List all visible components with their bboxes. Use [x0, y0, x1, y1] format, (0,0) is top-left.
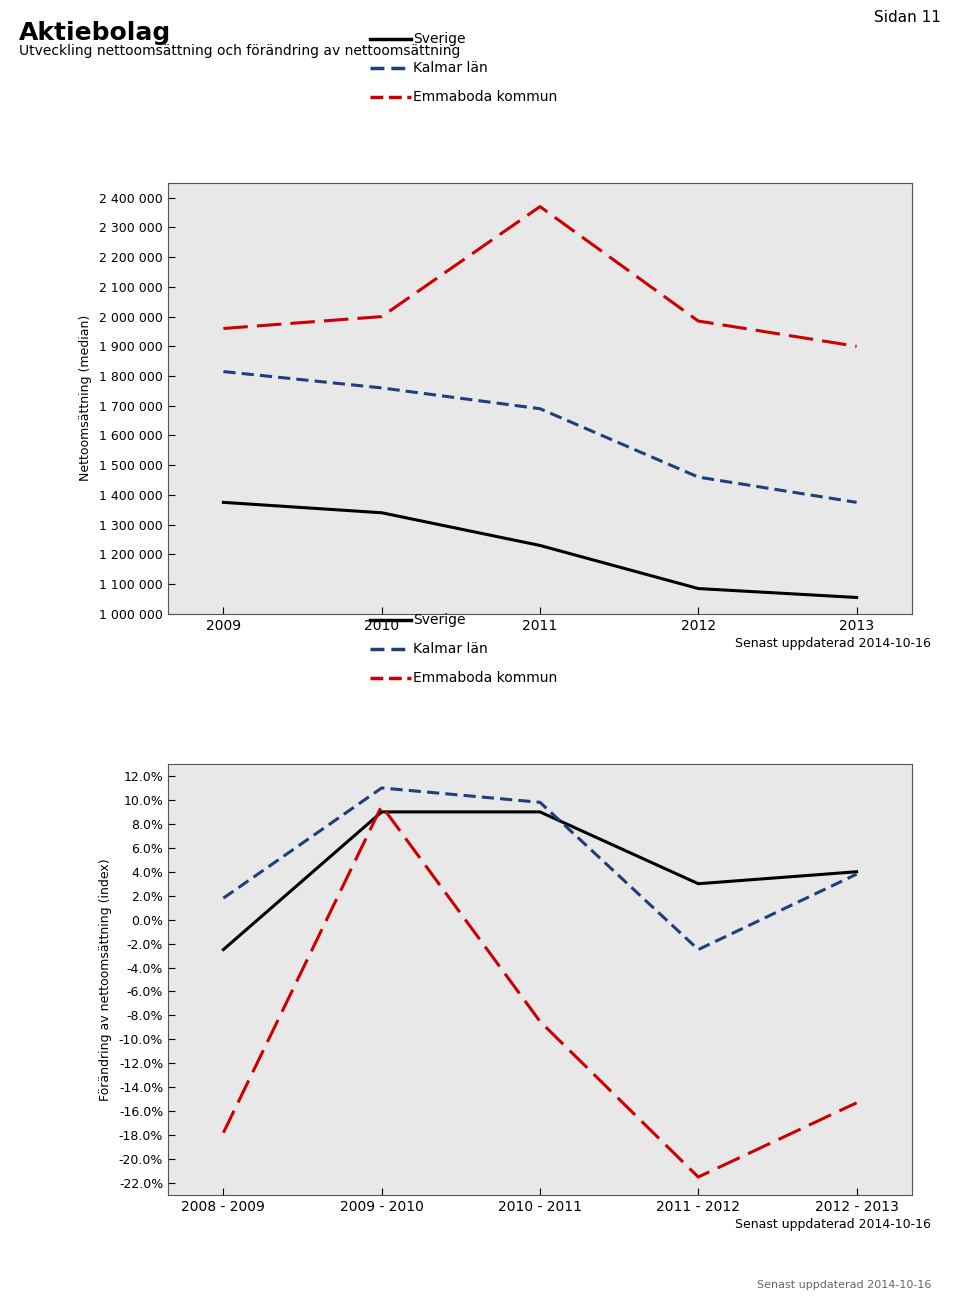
Text: Senast uppdaterad 2014-10-16: Senast uppdaterad 2014-10-16: [756, 1280, 931, 1290]
Text: Kalmar län: Kalmar län: [413, 61, 488, 74]
Text: Emmaboda kommun: Emmaboda kommun: [413, 90, 557, 103]
Text: Sverige: Sverige: [413, 33, 466, 46]
Text: Sidan 11: Sidan 11: [874, 10, 941, 25]
Y-axis label: Förändring av nettoomsättning (index): Förändring av nettoomsättning (index): [99, 858, 111, 1101]
Text: Aktiebolag: Aktiebolag: [19, 21, 172, 44]
Text: Kalmar län: Kalmar län: [413, 643, 488, 656]
Text: Senast uppdaterad 2014-10-16: Senast uppdaterad 2014-10-16: [735, 637, 931, 650]
Text: Utveckling nettoomsättning och förändring av nettoomsättning: Utveckling nettoomsättning och förändrin…: [19, 44, 461, 59]
Text: Sverige: Sverige: [413, 614, 466, 627]
Text: Senast uppdaterad 2014-10-16: Senast uppdaterad 2014-10-16: [735, 1218, 931, 1232]
Y-axis label: Nettoomsättning (median): Nettoomsättning (median): [80, 315, 92, 482]
Text: Emmaboda kommun: Emmaboda kommun: [413, 671, 557, 684]
